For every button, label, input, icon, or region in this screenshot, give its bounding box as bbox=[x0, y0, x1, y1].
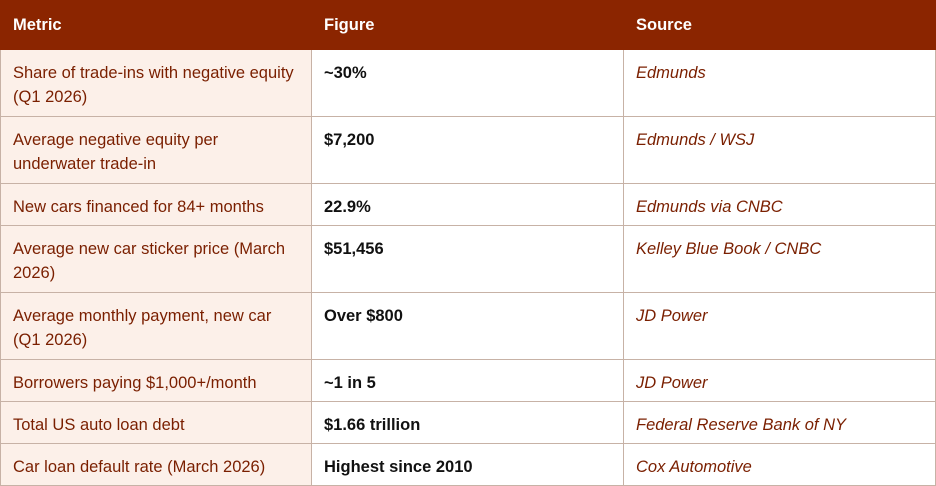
source-cell: JD Power bbox=[623, 292, 936, 360]
metric-cell: Average negative equity per underwater t… bbox=[0, 116, 312, 184]
source-cell: Federal Reserve Bank of NY bbox=[623, 401, 936, 444]
figure-cell: $51,456 bbox=[311, 225, 624, 293]
table-row: Total US auto loan debt $1.66 trillion F… bbox=[0, 401, 936, 444]
table-row: Average new car sticker price (March 202… bbox=[0, 225, 936, 293]
source-cell: Cox Automotive bbox=[623, 443, 936, 486]
source-cell: Edmunds bbox=[623, 49, 936, 117]
metric-cell: Car loan default rate (March 2026) bbox=[0, 443, 312, 486]
figure-cell: Over $800 bbox=[311, 292, 624, 360]
metric-cell: Average monthly payment, new car (Q1 202… bbox=[0, 292, 312, 360]
header-row: Metric Figure Source bbox=[0, 0, 936, 50]
metric-cell: Total US auto loan debt bbox=[0, 401, 312, 444]
figure-cell: Highest since 2010 bbox=[311, 443, 624, 486]
source-cell: Kelley Blue Book / CNBC bbox=[623, 225, 936, 293]
table-row: Average negative equity per underwater t… bbox=[0, 116, 936, 184]
figure-cell: ~30% bbox=[311, 49, 624, 117]
source-cell: Edmunds via CNBC bbox=[623, 183, 936, 226]
header-source: Source bbox=[623, 0, 936, 50]
table-row: Car loan default rate (March 2026) Highe… bbox=[0, 443, 936, 486]
figure-cell: $7,200 bbox=[311, 116, 624, 184]
table-row: Average monthly payment, new car (Q1 202… bbox=[0, 292, 936, 360]
table-row: New cars financed for 84+ months 22.9% E… bbox=[0, 183, 936, 226]
metric-cell: Average new car sticker price (March 202… bbox=[0, 225, 312, 293]
table-row: Borrowers paying $1,000+/month ~1 in 5 J… bbox=[0, 359, 936, 402]
figure-cell: 22.9% bbox=[311, 183, 624, 226]
figure-cell: ~1 in 5 bbox=[311, 359, 624, 402]
figure-cell: $1.66 trillion bbox=[311, 401, 624, 444]
metric-cell: New cars financed for 84+ months bbox=[0, 183, 312, 226]
table-row: Share of trade-ins with negative equity … bbox=[0, 49, 936, 117]
metric-cell: Borrowers paying $1,000+/month bbox=[0, 359, 312, 402]
source-cell: Edmunds / WSJ bbox=[623, 116, 936, 184]
header-figure: Figure bbox=[311, 0, 624, 50]
source-cell: JD Power bbox=[623, 359, 936, 402]
metric-cell: Share of trade-ins with negative equity … bbox=[0, 49, 312, 117]
header-metric: Metric bbox=[0, 0, 312, 50]
